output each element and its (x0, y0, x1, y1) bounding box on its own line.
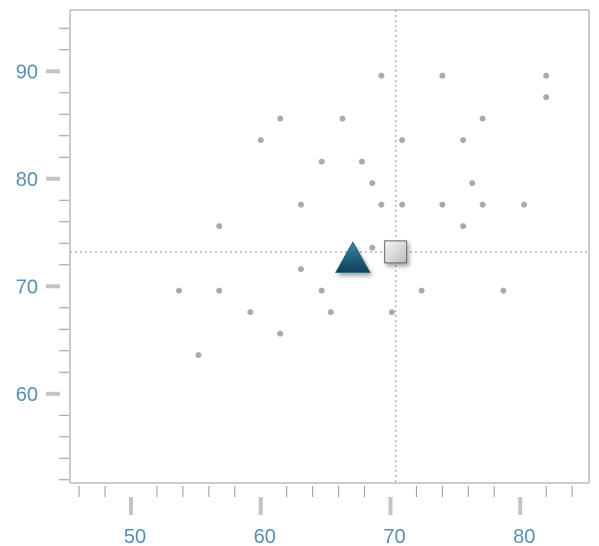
axis-ticks (46, 27, 573, 515)
data-point (469, 180, 476, 187)
y-tick-label: 60 (16, 384, 38, 406)
data-point (521, 201, 528, 208)
x-tick-label: 60 (254, 526, 276, 546)
data-point (318, 287, 325, 294)
square-marker (384, 240, 408, 264)
data-point (175, 287, 182, 294)
data-point (460, 137, 467, 144)
data-point (277, 330, 284, 337)
data-point (399, 201, 406, 208)
data-point (399, 137, 406, 144)
data-point (195, 352, 202, 359)
data-point (297, 201, 304, 208)
data-point (460, 223, 467, 230)
data-point (318, 158, 325, 165)
data-point (378, 72, 385, 79)
data-point (439, 201, 446, 208)
data-point (369, 244, 376, 251)
triangle-marker (334, 241, 371, 273)
y-tick-label: 70 (16, 276, 38, 298)
data-point (216, 287, 223, 294)
x-tick-label: 80 (513, 526, 535, 546)
data-point (339, 115, 346, 122)
data-point (247, 309, 254, 316)
data-point (216, 223, 223, 230)
highlight-markers (334, 240, 408, 273)
data-point (479, 201, 486, 208)
y-tick-label: 80 (16, 169, 38, 191)
data-point (500, 287, 507, 294)
tick-labels: 50 60 70 80 60 70 80 90 (16, 61, 536, 546)
data-point (543, 94, 550, 101)
data-point (369, 180, 376, 187)
data-point (543, 72, 550, 79)
data-point (479, 115, 486, 122)
data-point (418, 287, 425, 294)
data-point (439, 72, 446, 79)
data-point (388, 309, 395, 316)
x-tick-label: 70 (383, 526, 405, 546)
data-point (257, 137, 264, 144)
y-tick-label: 90 (16, 61, 38, 83)
data-point (378, 201, 385, 208)
reference-lines (70, 10, 589, 483)
data-point (297, 266, 304, 273)
data-points (175, 72, 550, 359)
x-tick-label: 50 (124, 526, 146, 546)
data-point (358, 158, 365, 165)
data-point (327, 309, 334, 316)
data-point (277, 115, 284, 122)
